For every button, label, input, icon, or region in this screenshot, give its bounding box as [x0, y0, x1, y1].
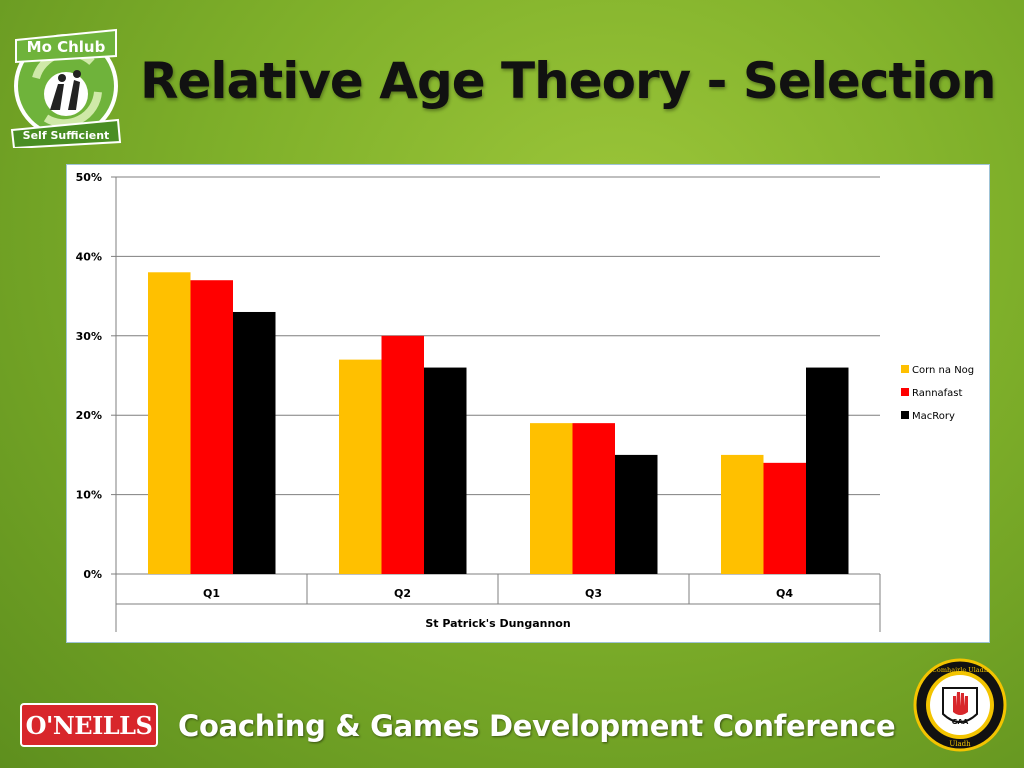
y-tick-label: 20%	[76, 409, 102, 422]
group-label: St Patrick's Dungannon	[425, 617, 570, 630]
gaa-mark: GAA	[952, 718, 969, 726]
mo-chlub-logo: Mo Chlub Self Sufficient	[10, 28, 122, 148]
y-tick-label: 0%	[83, 568, 102, 581]
y-tick-label: 30%	[76, 330, 102, 343]
bar-q3-series-3	[615, 454, 658, 574]
x-tick-label: Q4	[776, 587, 793, 600]
bar-q3-series-2	[572, 423, 615, 574]
legend-swatch	[901, 365, 909, 373]
bar-q1-series-2	[190, 280, 233, 574]
legend-swatch	[901, 411, 909, 419]
x-tick-label: Q3	[585, 587, 602, 600]
legend-swatch	[901, 388, 909, 396]
club-logo-motto: Self Sufficient	[23, 129, 110, 142]
bar-q1-series-1	[148, 272, 191, 574]
bar-q4-series-2	[763, 462, 806, 574]
bar-chart: 0% 10% 20% 30% 40% 50% Q1 Q2 Q3 Q4 St Patrick's Du…	[76, 171, 974, 632]
bar-q4-series-1	[721, 454, 764, 574]
bar-q1-series-3	[233, 311, 276, 574]
y-tick-label: 40%	[76, 250, 102, 263]
oneills-logo: O'NEILLS	[20, 703, 158, 747]
crest-ring-top: Comhairle Uladh	[932, 666, 988, 674]
legend-label: MacRory	[912, 411, 955, 422]
y-tick-label: 10%	[76, 489, 102, 502]
footer-conference-text: Coaching & Games Development Conference	[178, 709, 896, 743]
crest-ring-bottom: Uladh	[949, 740, 971, 748]
club-logo-title: Mo Chlub	[27, 38, 106, 56]
bar-q3-series-1	[530, 423, 573, 574]
bar-q4-series-3	[806, 367, 849, 574]
ulster-gaa-crest: GAA Comhairle Uladh Uladh	[913, 658, 1007, 752]
bar-q2-series-2	[381, 335, 424, 574]
x-tick-label: Q2	[394, 587, 411, 600]
slide-title: Relative Age Theory - Selection	[140, 52, 996, 110]
bar-q2-series-1	[339, 359, 382, 574]
y-tick-label: 50%	[76, 171, 102, 184]
x-tick-label: Q1	[203, 587, 220, 600]
legend-label: Rannafast	[912, 388, 963, 399]
legend-label: Corn na Nog	[912, 365, 974, 376]
bar-q2-series-3	[424, 367, 467, 574]
chart-panel: 0% 10% 20% 30% 40% 50% Q1 Q2 Q3 Q4 St Patrick's Du…	[66, 164, 990, 643]
